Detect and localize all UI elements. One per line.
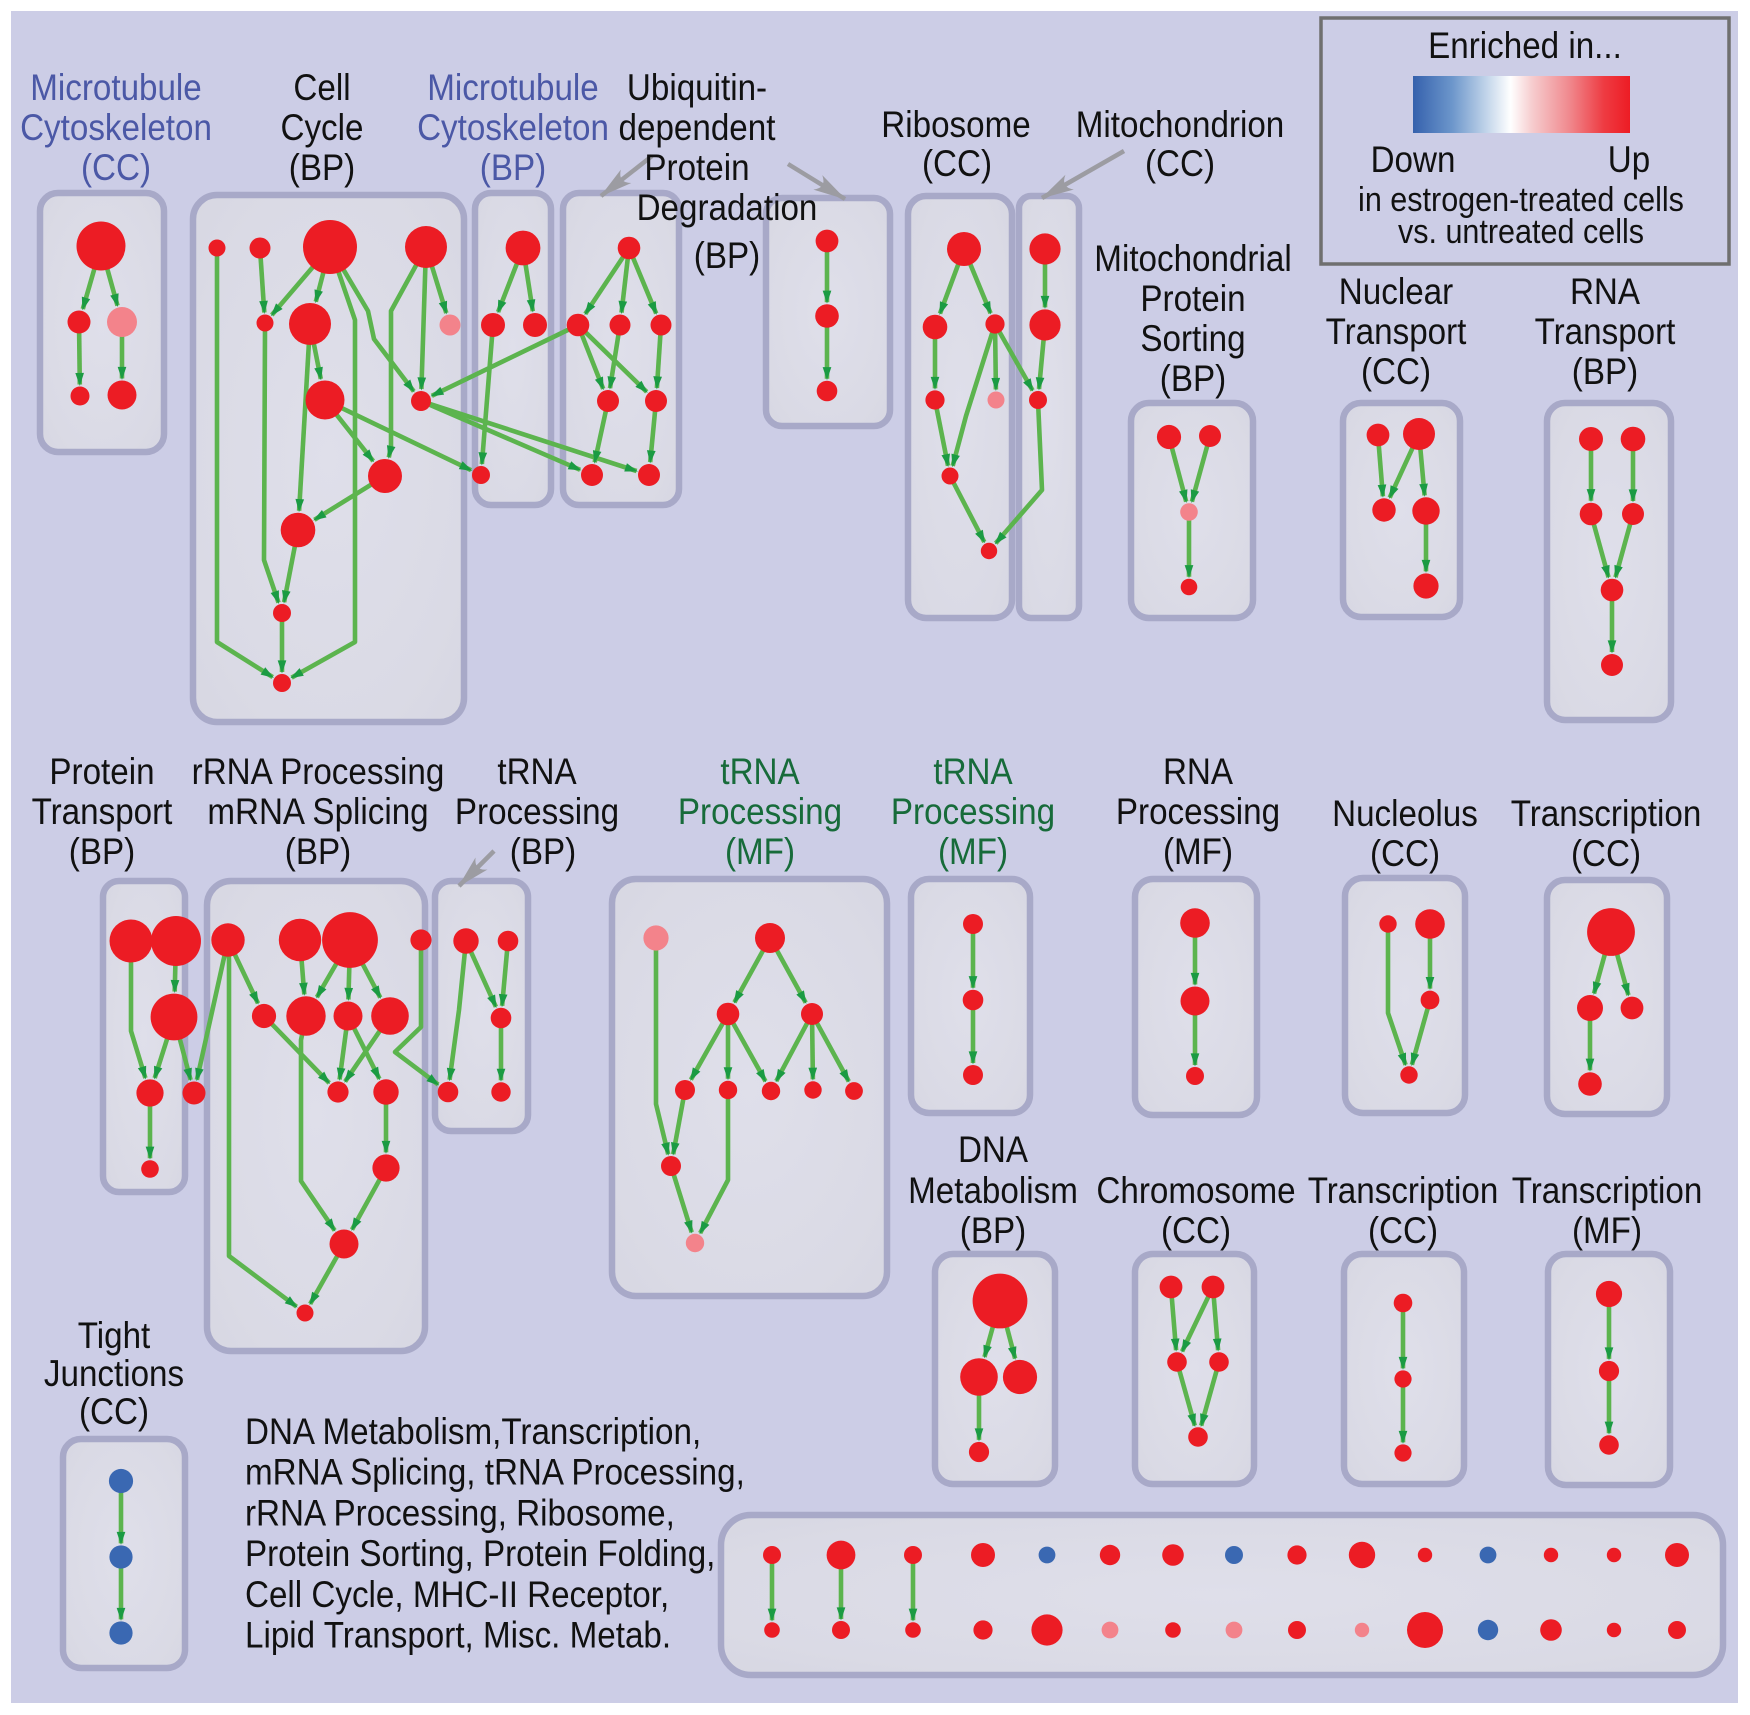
svg-text:Cytoskeleton: Cytoskeleton — [417, 106, 609, 148]
svg-text:Processing: Processing — [891, 790, 1055, 832]
svg-text:Transport: Transport — [1326, 310, 1467, 352]
svg-text:Mitochondrial: Mitochondrial — [1094, 237, 1291, 279]
svg-text:Nuclear: Nuclear — [1339, 270, 1453, 312]
svg-text:(MF): (MF) — [725, 830, 795, 872]
svg-text:Microtubule: Microtubule — [30, 66, 202, 108]
svg-text:(CC): (CC) — [922, 142, 992, 184]
svg-text:Down: Down — [1371, 138, 1456, 180]
svg-text:Enriched in...: Enriched in... — [1428, 24, 1622, 66]
svg-text:(CC): (CC) — [81, 146, 151, 188]
svg-text:Protein: Protein — [644, 146, 749, 188]
svg-text:rRNA Processing: rRNA Processing — [192, 750, 445, 792]
svg-text:Cytoskeleton: Cytoskeleton — [20, 106, 212, 148]
svg-text:vs. untreated cells: vs. untreated cells — [1398, 213, 1644, 251]
svg-text:dependent: dependent — [619, 106, 776, 148]
svg-text:Tight: Tight — [78, 1314, 151, 1356]
svg-text:Transport: Transport — [1535, 310, 1676, 352]
svg-text:RNA: RNA — [1163, 750, 1233, 792]
svg-text:Processing: Processing — [678, 790, 842, 832]
svg-text:(BP): (BP) — [1160, 357, 1226, 399]
svg-text:Mitochondrion: Mitochondrion — [1076, 103, 1285, 145]
svg-text:Cycle: Cycle — [281, 106, 364, 148]
svg-text:(CC): (CC) — [1361, 350, 1431, 392]
svg-text:Ubiquitin-: Ubiquitin- — [627, 66, 767, 108]
svg-text:Cell Cycle, MHC-II Receptor,: Cell Cycle, MHC-II Receptor, — [245, 1573, 669, 1615]
svg-text:Lipid Transport, Misc. Metab.: Lipid Transport, Misc. Metab. — [245, 1614, 671, 1656]
svg-text:Transcription: Transcription — [1511, 792, 1702, 834]
svg-text:(CC): (CC) — [1370, 832, 1440, 874]
svg-text:Transport: Transport — [32, 790, 173, 832]
svg-text:Ribosome: Ribosome — [881, 103, 1030, 145]
svg-text:(MF): (MF) — [1572, 1209, 1642, 1251]
svg-text:mRNA Splicing: mRNA Splicing — [207, 790, 428, 832]
svg-text:(MF): (MF) — [1163, 830, 1233, 872]
svg-text:tRNA: tRNA — [720, 750, 799, 792]
svg-text:Processing: Processing — [455, 790, 619, 832]
svg-text:mRNA Splicing, tRNA Processing: mRNA Splicing, tRNA Processing, — [245, 1451, 745, 1493]
svg-text:(CC): (CC) — [1161, 1209, 1231, 1251]
svg-text:DNA Metabolism,Transcription,: DNA Metabolism,Transcription, — [245, 1410, 701, 1452]
svg-text:(BP): (BP) — [289, 146, 355, 188]
svg-text:(BP): (BP) — [69, 830, 135, 872]
svg-text:rRNA Processing, Ribosome,: rRNA Processing, Ribosome, — [245, 1491, 675, 1533]
svg-text:(BP): (BP) — [480, 146, 546, 188]
svg-text:(BP): (BP) — [285, 830, 351, 872]
svg-text:(CC): (CC) — [1368, 1209, 1438, 1251]
svg-text:Protein Sorting, Protein Foldi: Protein Sorting, Protein Folding, — [245, 1532, 715, 1574]
svg-text:(BP): (BP) — [960, 1209, 1026, 1251]
svg-text:Cell: Cell — [293, 66, 350, 108]
svg-text:(BP): (BP) — [1572, 350, 1638, 392]
svg-text:Processing: Processing — [1116, 790, 1280, 832]
svg-text:Metabolism: Metabolism — [908, 1169, 1078, 1211]
svg-text:Up: Up — [1608, 138, 1650, 180]
svg-text:Protein: Protein — [1140, 277, 1245, 319]
svg-text:Nucleolus: Nucleolus — [1332, 792, 1478, 834]
svg-text:Chromosome: Chromosome — [1096, 1169, 1295, 1211]
svg-text:(BP): (BP) — [510, 830, 576, 872]
svg-text:(CC): (CC) — [79, 1390, 149, 1432]
svg-text:tRNA: tRNA — [933, 750, 1012, 792]
svg-text:Junctions: Junctions — [44, 1352, 184, 1394]
svg-text:Degradation: Degradation — [637, 186, 818, 228]
svg-text:Transcription: Transcription — [1308, 1169, 1499, 1211]
svg-text:Sorting: Sorting — [1140, 317, 1245, 359]
svg-text:Microtubule: Microtubule — [427, 66, 599, 108]
svg-text:(MF): (MF) — [938, 830, 1008, 872]
svg-text:Transcription: Transcription — [1512, 1169, 1703, 1211]
svg-text:tRNA: tRNA — [497, 750, 576, 792]
svg-text:Protein: Protein — [49, 750, 154, 792]
svg-text:(CC): (CC) — [1145, 142, 1215, 184]
svg-text:DNA: DNA — [958, 1128, 1028, 1170]
svg-text:in estrogen-treated cells: in estrogen-treated cells — [1358, 181, 1684, 219]
svg-text:(CC): (CC) — [1571, 832, 1641, 874]
svg-text:(BP): (BP) — [694, 234, 760, 276]
svg-text:RNA: RNA — [1570, 270, 1640, 312]
